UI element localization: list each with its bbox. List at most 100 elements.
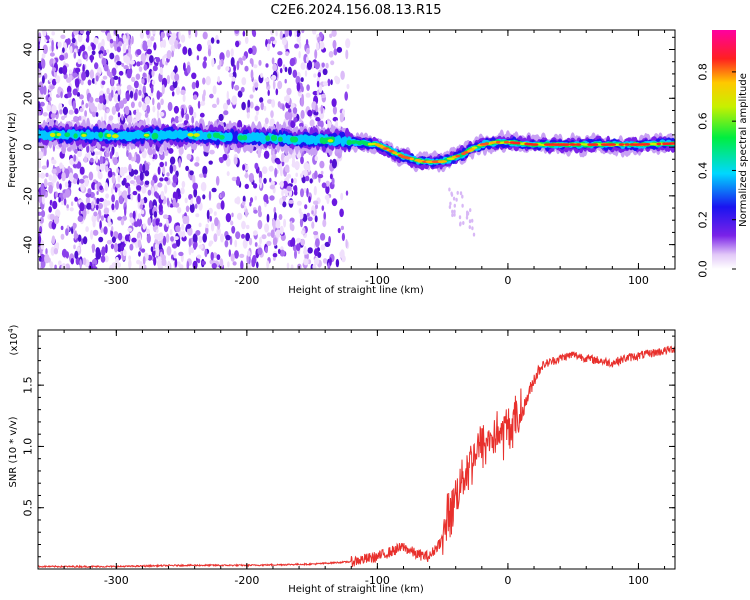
- spectrogram-noise-blob: [141, 97, 145, 102]
- spectrogram-noise-blob: [453, 203, 456, 208]
- spectrogram-noise-blob: [138, 83, 143, 91]
- spectrogram-noise-blob: [122, 249, 127, 257]
- spectrogram-noise-blob: [211, 58, 215, 68]
- spectrogram-signal-blob: [265, 135, 271, 142]
- spectrogram-noise-blob: [271, 99, 276, 108]
- spectrogram-noise-blob: [38, 111, 41, 116]
- spectrogram-signal-blob: [73, 133, 78, 139]
- spectrogram-noise-blob: [287, 173, 292, 179]
- spectrogram-noise-blob: [250, 69, 254, 80]
- spectrogram-noise-blob: [299, 217, 304, 228]
- spectrogram-noise-blob: [225, 49, 231, 58]
- spectrogram-noise-blob: [214, 217, 219, 227]
- spectrogram-noise-blob: [287, 153, 292, 159]
- spectrogram-noise-blob: [122, 190, 128, 199]
- spectrogram-noise-blob: [178, 146, 184, 155]
- spectrogram-noise-blob: [236, 212, 243, 220]
- spectrogram-noise-blob: [277, 163, 281, 170]
- spectrogram-noise-blob: [290, 57, 296, 64]
- spectrogram-noise-blob: [62, 106, 68, 115]
- spectrogram-noise-blob: [60, 225, 64, 231]
- spectrogram-noise-blob: [186, 64, 191, 74]
- spectrogram-noise-blob: [264, 77, 270, 83]
- spectrogram-noise-blob: [147, 189, 152, 196]
- spectrogram-noise-blob: [41, 257, 44, 262]
- spectrogram-noise-blob: [113, 93, 119, 103]
- spectrogram-noise-blob: [305, 92, 311, 98]
- snr-frame: [37, 329, 676, 570]
- spectrogram-noise-blob: [195, 213, 200, 218]
- spectrogram-noise-blob: [187, 226, 193, 236]
- spectrogram-noise-blob: [142, 223, 147, 230]
- spectrogram-noise-blob: [272, 80, 276, 90]
- spectrogram-noise-blob: [263, 177, 267, 184]
- spectrogram-peak-blob: [575, 143, 582, 146]
- spectrogram-noise-blob: [241, 220, 246, 230]
- spectrogram-noise-blob: [281, 37, 287, 46]
- spectrogram-noise-blob: [111, 106, 117, 115]
- spectrogram-noise-blob: [174, 258, 178, 268]
- spectrogram-noise-blob: [170, 44, 176, 53]
- spectrogram-noise-blob: [49, 85, 55, 90]
- spectrogram-peak-blob: [503, 140, 510, 144]
- spectrogram-noise-blob: [225, 234, 231, 241]
- spectrogram-xtick-label: -200: [234, 274, 259, 287]
- spectrogram-noise-blob: [124, 234, 130, 242]
- spectrogram-signal-blob: [207, 133, 212, 139]
- spectrogram-noise-blob: [67, 179, 72, 189]
- spectrogram-noise-blob: [263, 150, 270, 159]
- spectrogram-noise-blob: [111, 236, 116, 243]
- spectrogram-noise-blob: [257, 205, 262, 213]
- spectrogram-noise-blob: [148, 200, 153, 210]
- spectrogram-noise-blob: [95, 204, 99, 211]
- spectrogram-noise-blob: [131, 35, 134, 45]
- spectrogram-noise-blob: [147, 217, 152, 226]
- spectrogram-noise-blob: [194, 162, 200, 167]
- spectrogram-noise-blob: [51, 104, 57, 115]
- spectrogram-noise-blob: [111, 67, 117, 77]
- spectrogram-noise-blob: [226, 98, 231, 106]
- spectrogram-noise-blob: [265, 63, 269, 68]
- spectrogram-noise-blob: [142, 256, 146, 265]
- spectrogram-noise-blob: [124, 105, 130, 116]
- spectrogram-noise-blob: [99, 197, 104, 202]
- spectrogram-peak-blob: [532, 143, 539, 146]
- spectrogram-noise-blob: [77, 215, 84, 222]
- spectrogram-noise-blob: [108, 115, 114, 121]
- spectrogram-noise-blob: [95, 75, 99, 82]
- spectrogram-noise-blob: [251, 30, 256, 37]
- spectrogram-noise-blob: [81, 71, 87, 81]
- spectrogram-noise-blob: [266, 213, 270, 223]
- spectrogram-noise-blob: [111, 175, 116, 184]
- spectrogram-noise-blob: [95, 112, 99, 117]
- spectrogram-noise-blob: [72, 72, 78, 78]
- spectrogram-noise-blob: [193, 187, 198, 198]
- spectrogram-noise-blob: [198, 201, 203, 211]
- spectrogram-noise-blob: [92, 229, 99, 236]
- spectrogram-noise-blob: [219, 258, 224, 268]
- spectrogram-noise-blob: [259, 236, 262, 245]
- spectrogram-noise-blob: [104, 111, 107, 122]
- spectrogram-noise-blob: [133, 221, 139, 228]
- spectrogram-noise-blob: [151, 69, 155, 77]
- spectrogram-noise-blob: [39, 86, 45, 95]
- spectrogram-noise-blob: [153, 42, 157, 51]
- spectrogram-noise-blob: [160, 98, 164, 106]
- spectrogram-signal-blob: [218, 134, 225, 140]
- spectrogram-noise-blob: [172, 174, 178, 184]
- spectrogram-noise-blob: [155, 57, 161, 63]
- spectrogram-peak-blob: [568, 143, 577, 146]
- spectrogram-noise-blob: [40, 210, 46, 218]
- snr-plot-area: [38, 330, 675, 569]
- spectrogram-noise-blob: [292, 157, 296, 168]
- spectrogram-noise-blob: [55, 75, 61, 84]
- spectrogram-noise-blob: [107, 170, 113, 178]
- spectrogram-noise-blob: [320, 170, 324, 175]
- spectrogram-noise-blob: [257, 219, 263, 230]
- spectrogram-noise-blob: [191, 81, 196, 90]
- spectrogram-noise-blob: [274, 167, 278, 178]
- spectrogram-noise-blob: [187, 47, 192, 57]
- spectrogram-noise-blob: [77, 234, 82, 242]
- spectrogram-noise-blob: [465, 215, 469, 220]
- spectrogram-noise-blob: [203, 56, 207, 62]
